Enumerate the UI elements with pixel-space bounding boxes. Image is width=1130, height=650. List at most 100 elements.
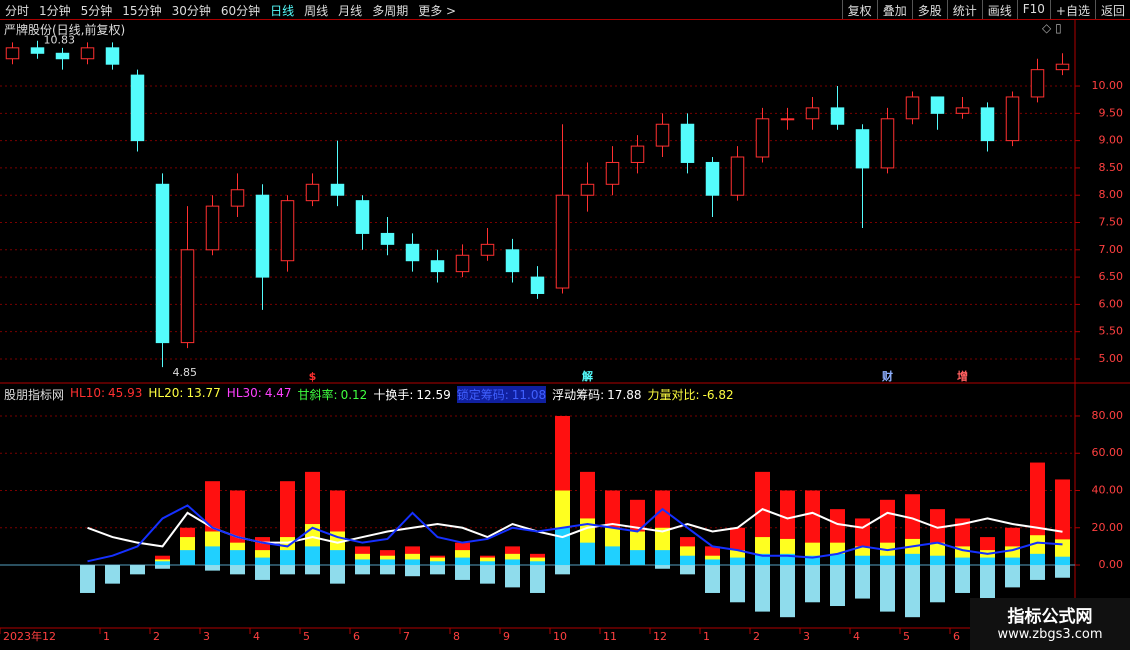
period-tabs: 分时 1分钟 5分钟 15分钟 30分钟 60分钟 日线 周线 月线 多周期 更多 > <box>0 0 461 19</box>
y-tick-label: 5.50 <box>1099 325 1124 338</box>
icon[interactable]: ◇ <box>1042 21 1052 35</box>
legend-value: 4.47 <box>264 386 292 400</box>
candle-body <box>5 47 20 60</box>
tool-button[interactable]: 画线 <box>981 0 1017 19</box>
x-tick-label: 11 <box>603 630 617 643</box>
indicator-bar <box>930 565 945 603</box>
x-tick-label: 9 <box>503 630 510 643</box>
indicator-bar <box>255 565 270 580</box>
candle-body <box>80 47 95 60</box>
candle-body <box>480 243 495 256</box>
candle-body <box>680 123 695 163</box>
candle-body <box>780 118 795 121</box>
indicator-bar <box>530 565 545 593</box>
candle-body <box>805 107 820 120</box>
tool-button[interactable]: 叠加 <box>876 0 912 19</box>
candle-body <box>530 276 545 294</box>
indicator-bar <box>855 565 870 599</box>
legend-name: 甘斜率: <box>297 388 338 402</box>
tool-button[interactable]: 复权 <box>841 0 877 19</box>
indicator-bar <box>280 550 295 566</box>
indicator-legend: 股朋指标网 HL10: 45.93 HL20: 13.77 HL30: 4.47 甘斜率: 0.… <box>4 386 734 403</box>
period-tab[interactable]: 周线 <box>304 4 329 18</box>
legend-item: 锁定筹码: 11.08 <box>456 386 547 403</box>
period-tab[interactable]: 5分钟 <box>80 4 113 18</box>
indicator-bar <box>755 553 770 566</box>
icon[interactable]: ▯ <box>1055 21 1062 35</box>
candle-body <box>230 189 245 207</box>
chart-title: 严牌股份(日线,前复权) <box>4 21 125 38</box>
period-tab[interactable]: 多周期 <box>372 4 409 18</box>
indicator-bar <box>955 557 970 566</box>
x-tick-label: 7 <box>403 630 410 643</box>
tool-button[interactable]: 统计 <box>946 0 982 19</box>
legend-name: HL10: <box>70 386 106 400</box>
header-icons[interactable]: ◇ ▯ <box>1042 21 1062 35</box>
tool-button[interactable]: 多股 <box>911 0 947 19</box>
x-tick-label: 4 <box>853 630 860 643</box>
indicator-bar <box>855 555 870 566</box>
period-tab[interactable]: 分时 <box>5 4 30 18</box>
indicator-bar <box>355 565 370 575</box>
candle-body <box>330 183 345 196</box>
x-tick-label: 3 <box>203 630 210 643</box>
indicator-bar <box>605 546 620 566</box>
tool-button[interactable]: F10 <box>1016 0 1050 19</box>
tool-button[interactable]: +自选 <box>1049 0 1095 19</box>
y-tick-label: 40.00 <box>1092 483 1124 496</box>
period-tab[interactable]: 月线 <box>338 4 363 18</box>
candle-body <box>305 183 320 202</box>
event-marker: 增 <box>957 369 968 383</box>
candle-body <box>155 183 170 344</box>
period-tab[interactable]: 60分钟 <box>220 4 261 18</box>
indicator-bar <box>1055 556 1070 566</box>
indicator-bar <box>430 557 445 566</box>
tool-button[interactable]: 返回 <box>1094 0 1130 19</box>
legend-item: 甘斜率: 0.12 <box>298 386 368 403</box>
candle-body <box>380 232 395 245</box>
period-tab[interactable]: 日线 <box>270 4 295 18</box>
indicator-bar <box>805 555 820 566</box>
candle-body <box>405 243 420 262</box>
x-tick-label: 4 <box>253 630 260 643</box>
watermark-title: 指标公式网 <box>1007 607 1093 627</box>
legend-value: 12.59 <box>416 388 451 402</box>
event-marker: 财 <box>881 369 893 383</box>
indicator-bar <box>405 565 420 577</box>
y-tick-label: 80.00 <box>1092 409 1124 422</box>
candle-body <box>130 74 145 142</box>
indicator-bar <box>1030 565 1045 580</box>
indicator-bar <box>980 557 995 566</box>
indicator-bar <box>205 565 220 571</box>
indicator-bar <box>505 559 520 566</box>
period-tab[interactable]: 30分钟 <box>171 4 211 18</box>
indicator-bar <box>680 565 695 575</box>
legend-value: 11.08 <box>511 388 547 402</box>
period-tab[interactable]: 1分钟 <box>39 4 71 18</box>
indicator-bar <box>180 550 195 566</box>
candle-body <box>705 161 720 196</box>
candle-body <box>605 161 620 185</box>
period-tab[interactable]: 15分钟 <box>122 4 162 18</box>
indicator-bar <box>480 561 495 566</box>
legend-name: HL30: <box>226 386 262 400</box>
period-tab[interactable]: 更多 > <box>418 4 457 18</box>
indicator-bar <box>905 565 920 618</box>
indicator-bar <box>755 565 770 612</box>
candle-body <box>455 254 470 273</box>
indicator-bar <box>830 553 845 566</box>
indicator-bar <box>930 555 945 566</box>
indicator-bar <box>430 561 445 566</box>
candle-body <box>180 249 195 344</box>
event-marker: 解 <box>582 369 593 383</box>
tool-buttons: 复权 叠加 多股 统计 画线 F10 +自选 返回 <box>841 0 1130 19</box>
legend-item: 浮动筹码: 17.88 <box>552 386 641 403</box>
indicator-bar <box>1005 565 1020 588</box>
indicator-bar <box>80 565 95 593</box>
x-tick-label: 12 <box>653 630 667 643</box>
indicator-bar <box>230 550 245 566</box>
indicator-bar <box>980 565 995 599</box>
candle-body <box>755 118 770 158</box>
indicator-bar <box>455 565 470 580</box>
indicator-bar <box>780 565 795 618</box>
